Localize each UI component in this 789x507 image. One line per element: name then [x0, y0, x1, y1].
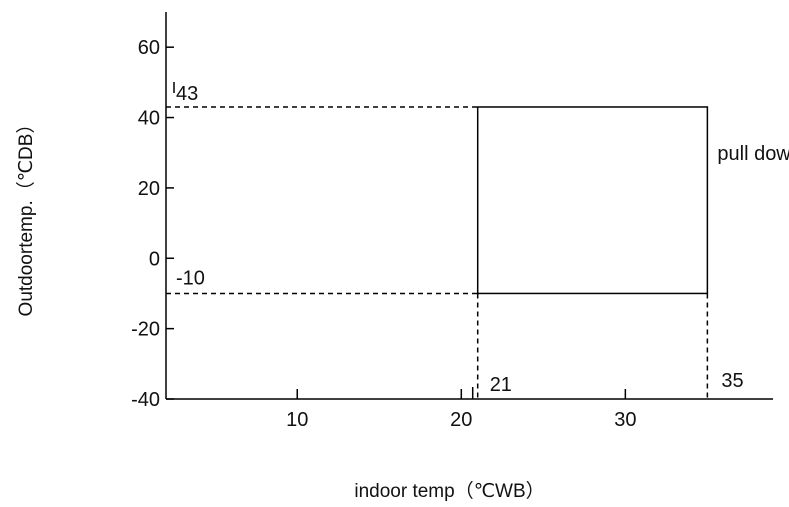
y-tick-label: 0 — [149, 248, 160, 270]
x-tick-label: 20 — [450, 409, 472, 431]
y-axis: 60 40 20 0 -20 -40 — [131, 12, 174, 411]
y-tick-label: 60 — [138, 37, 160, 59]
y-tick-label: -20 — [131, 319, 160, 341]
pull-down-region — [476, 106, 709, 295]
y-tick-label: 40 — [138, 108, 160, 130]
y-tick-label: -40 — [131, 389, 160, 411]
x-axis-title: indoor temp（℃WB） — [354, 480, 544, 502]
guide-lines — [166, 81, 709, 399]
x-tick-label: 30 — [614, 409, 636, 431]
annotation-minus-10: -10 — [176, 267, 205, 289]
region-label-pull-down: pull down — [717, 143, 789, 165]
annotation-35: 35 — [721, 370, 743, 392]
x-tick-label: 10 — [286, 409, 308, 431]
annotation-43: 43 — [176, 83, 198, 105]
y-tick-label: 20 — [138, 178, 160, 200]
annotation-21: 21 — [490, 374, 512, 396]
y-axis-title: Outdoortemp.（℃DB） — [15, 115, 37, 317]
x-axis: 10 20 30 — [166, 389, 773, 431]
